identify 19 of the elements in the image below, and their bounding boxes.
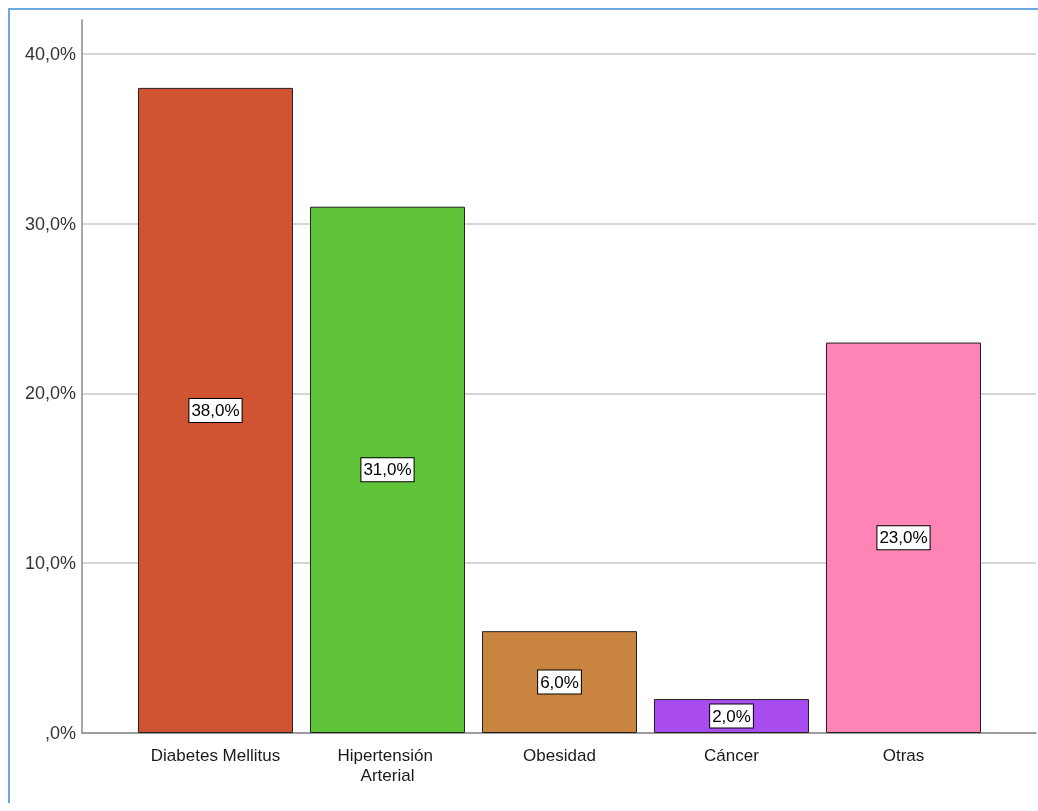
- y-tick-label: 40,0%: [24, 43, 76, 64]
- x-tick-label: Cáncer: [704, 745, 760, 765]
- data-label: 6,0%: [540, 672, 579, 692]
- data-label: 2,0%: [712, 706, 751, 726]
- bar: [482, 631, 637, 733]
- y-tick-label: 10,0%: [24, 553, 76, 574]
- data-label: 31,0%: [363, 460, 412, 480]
- bar: [138, 87, 293, 733]
- x-tick-label: Obesidad: [523, 745, 596, 765]
- x-tick-label: Diabetes Mellitus: [150, 745, 281, 765]
- bar: [310, 206, 465, 733]
- y-tick-label: 30,0%: [24, 213, 76, 234]
- x-tick-label: Hipertensión Arterial: [337, 745, 438, 785]
- y-tick-label: 20,0%: [24, 383, 76, 404]
- bar: [826, 342, 981, 733]
- data-label: 38,0%: [191, 400, 240, 420]
- x-tick-label: Otras: [882, 745, 925, 765]
- y-tick-label: ,0%: [44, 723, 76, 743]
- data-label: 23,0%: [879, 528, 928, 548]
